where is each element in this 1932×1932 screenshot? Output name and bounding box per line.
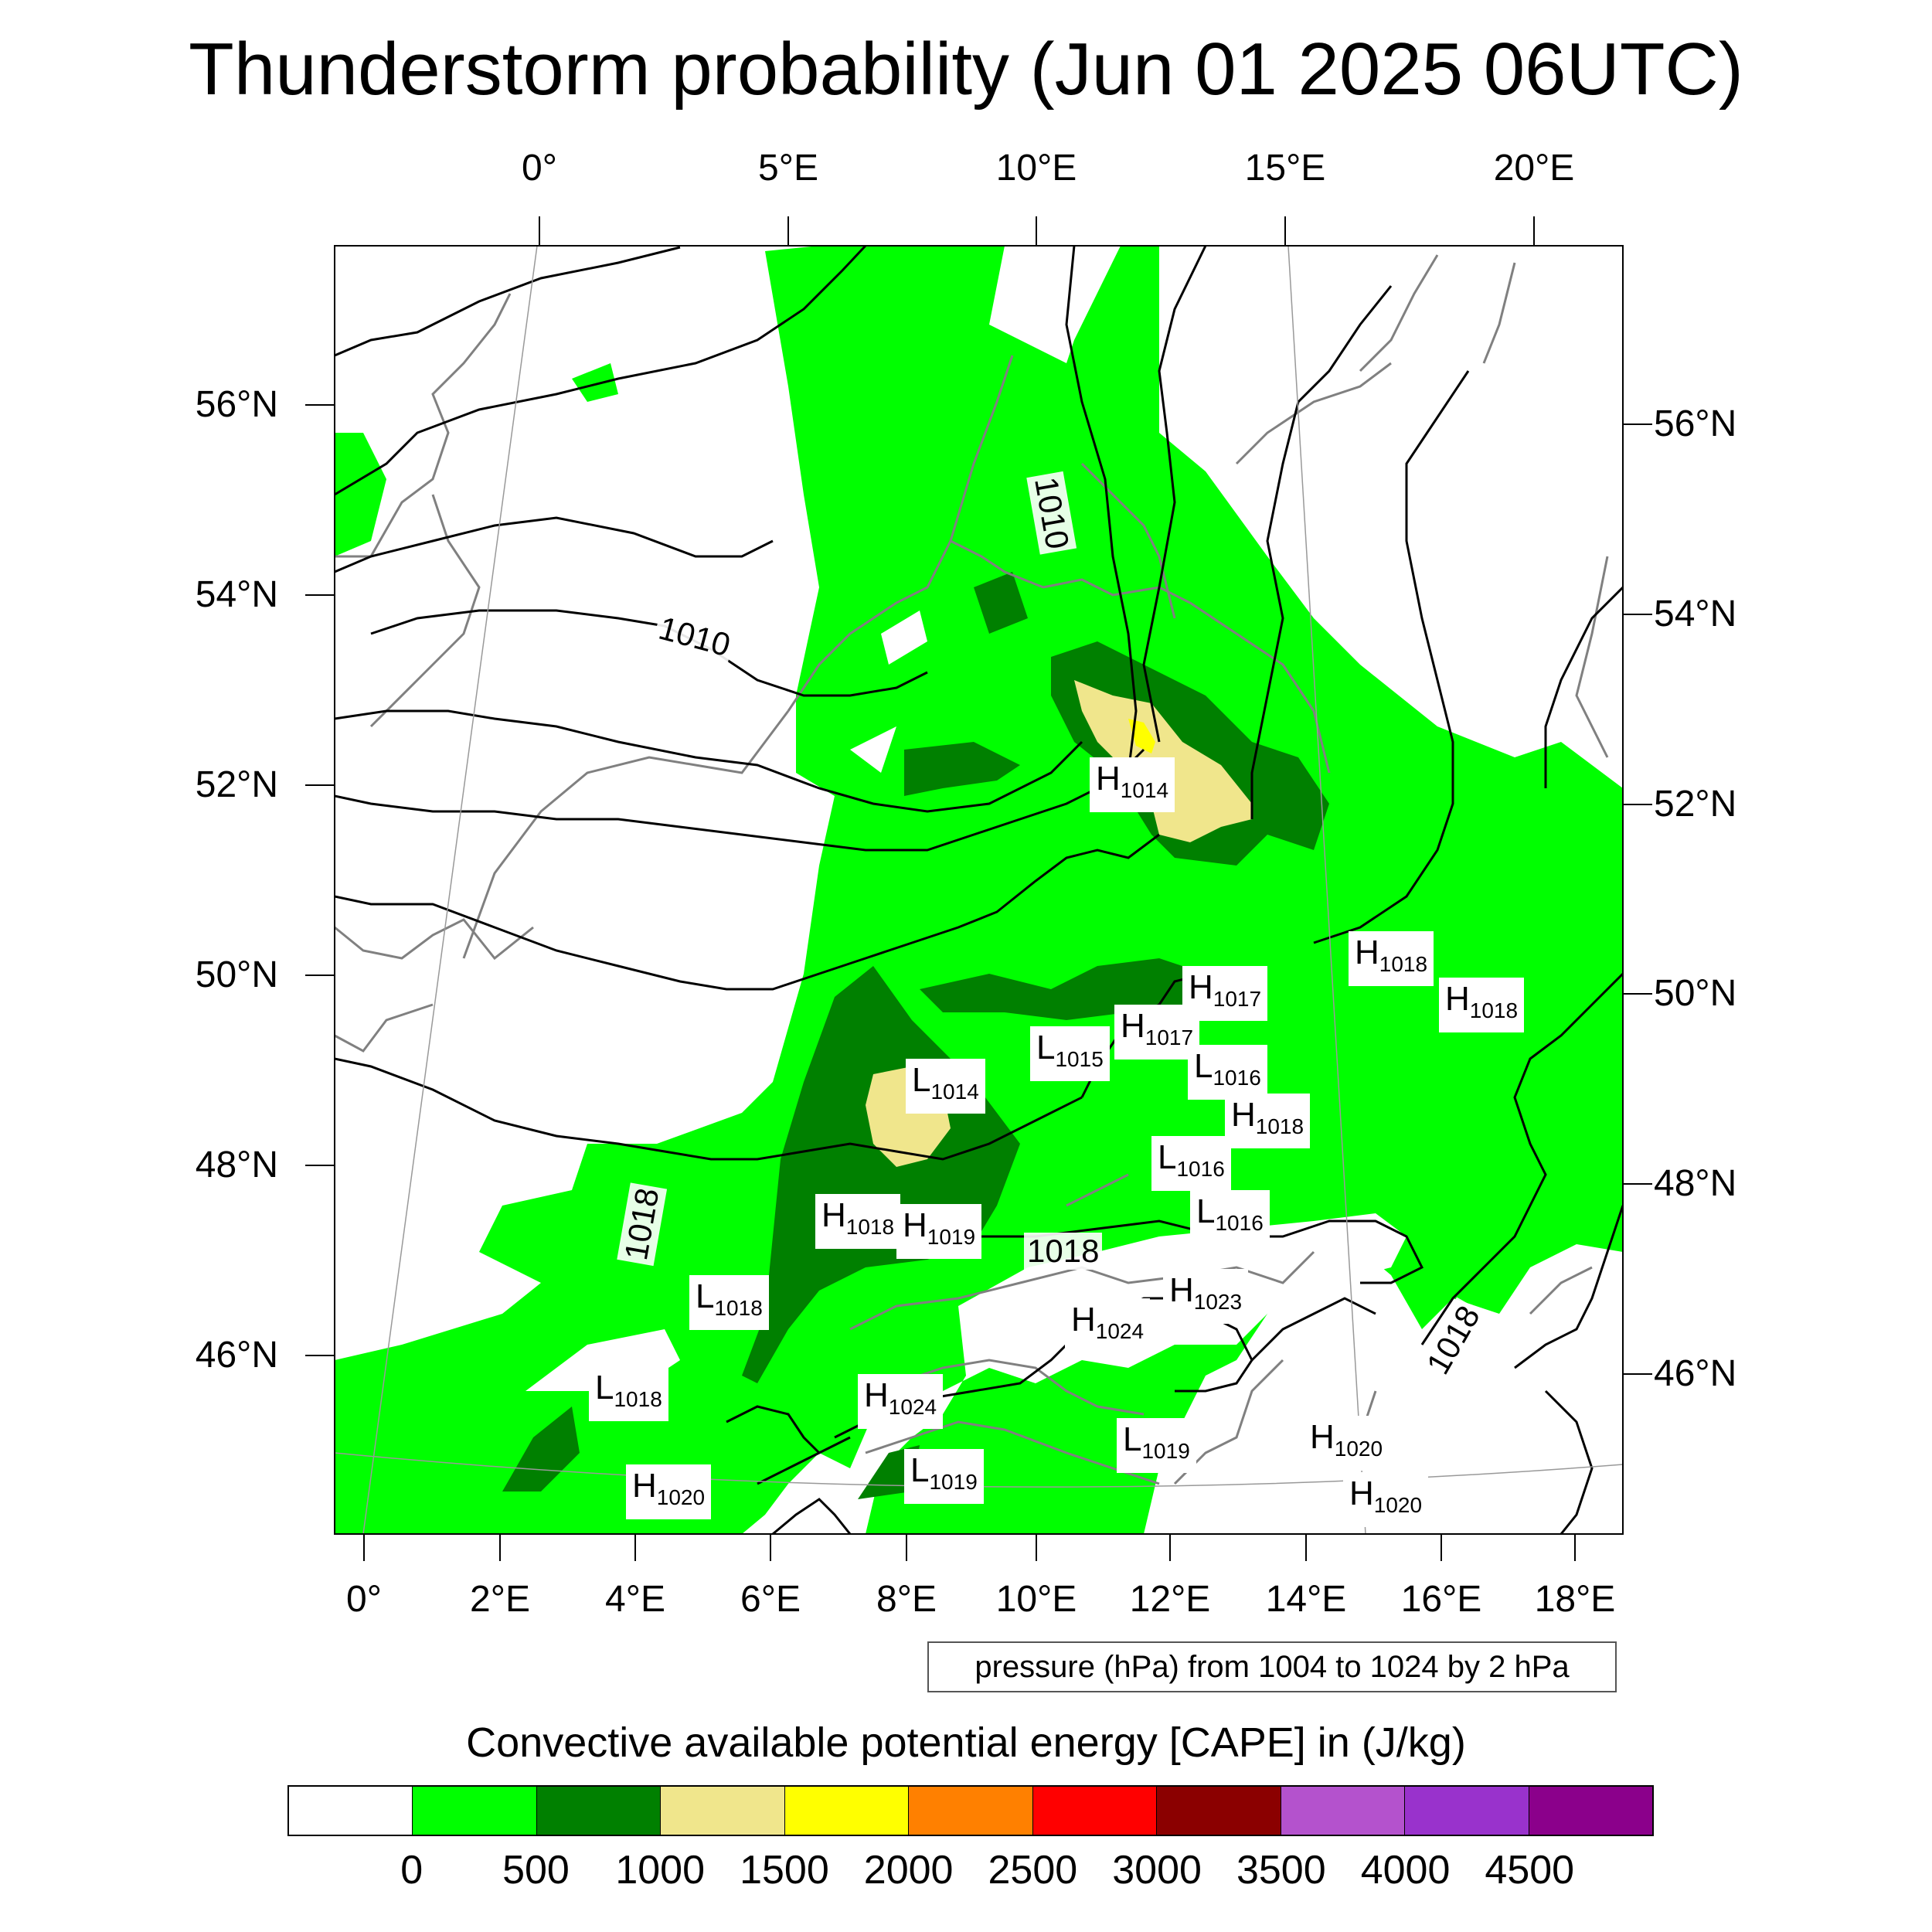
pressure-center-label: H1024	[1065, 1298, 1151, 1353]
colorbar-box	[289, 1787, 413, 1835]
pressure-center-label: L1014	[906, 1059, 985, 1114]
pressure-center-label: H1024	[858, 1374, 944, 1429]
colorbar-tick-label: 500	[502, 1848, 570, 1893]
pressure-center-label: L1016	[1188, 1045, 1267, 1100]
cape-white-hole-3	[850, 726, 896, 773]
pressure-center-label: L1016	[1190, 1190, 1270, 1245]
cape-field-500-1000-west	[502, 1406, 580, 1492]
pressure-center-label: H1020	[1343, 1472, 1429, 1527]
top-lon-tick: 0°	[522, 148, 557, 189]
colorbar-box	[1281, 1787, 1406, 1835]
top-lon-tick: 5°E	[758, 148, 818, 189]
bottom-lon-tick: 18°E	[1534, 1579, 1616, 1620]
colorbar-tick-label: 3000	[1112, 1848, 1202, 1893]
colorbar-tick-label: 0	[400, 1848, 423, 1893]
cape-white-hole-2	[881, 611, 927, 665]
pressure-center-label: H1018	[1225, 1094, 1311, 1148]
colorbar-tick-label: 1000	[615, 1848, 706, 1893]
right-lat-tick: 48°N	[1654, 1163, 1737, 1204]
cape-field-500-1000-coast	[974, 572, 1028, 634]
left-lat-tick: 56°N	[195, 384, 278, 425]
colorbar-tick-label: 3500	[1236, 1848, 1326, 1893]
colorbar-box	[661, 1787, 785, 1835]
colorbar-box	[909, 1787, 1033, 1835]
pressure-center-label: H1019	[896, 1204, 982, 1259]
tick-marks	[305, 216, 1652, 1561]
cape-field-500-1000-mid	[904, 742, 1020, 796]
pressure-center-label: L1018	[689, 1275, 769, 1330]
right-lat-tick: 52°N	[1654, 784, 1737, 825]
colorbar-box	[1157, 1787, 1281, 1835]
right-lat-tick: 46°N	[1654, 1353, 1737, 1394]
colorbar-box	[1529, 1787, 1652, 1835]
coastlines	[335, 254, 1609, 1485]
colorbar-box	[536, 1787, 662, 1835]
pressure-center-label: L1019	[1117, 1418, 1196, 1473]
bottom-lon-tick: 6°E	[740, 1579, 801, 1620]
colorbar-box	[784, 1787, 910, 1835]
bottom-lon-tick: 10°E	[995, 1579, 1077, 1620]
colorbar-tick-label: 1500	[740, 1848, 829, 1893]
colorbar-tick-label: 2000	[863, 1848, 954, 1893]
pressure-center-label: H1018	[1439, 978, 1525, 1032]
cape-field-0-500-north	[572, 363, 618, 402]
right-lat-tick: 54°N	[1654, 594, 1737, 634]
pressure-center-label: L1019	[904, 1449, 984, 1504]
right-lat-tick: 50°N	[1654, 973, 1737, 1014]
left-lat-tick: 48°N	[195, 1145, 278, 1185]
top-lon-tick: 20°E	[1493, 148, 1575, 189]
bottom-lon-tick: 14°E	[1265, 1579, 1347, 1620]
bottom-lon-tick: 12°E	[1129, 1579, 1211, 1620]
chart-title: Thunderstorm probability (Jun 01 2025 06…	[189, 28, 1743, 111]
colorbar	[287, 1785, 1654, 1836]
colorbar-tick-label: 4500	[1485, 1848, 1575, 1893]
pressure-center-label: H1023	[1163, 1269, 1249, 1324]
bottom-lon-tick: 4°E	[605, 1579, 665, 1620]
left-lat-tick: 46°N	[195, 1335, 278, 1376]
left-lat-tick: 50°N	[195, 954, 278, 995]
contour-info-label: pressure (hPa) from 1004 to 1024 by 2 hP…	[927, 1641, 1617, 1692]
pressure-center-label: L1016	[1151, 1136, 1231, 1191]
colorbar-title: Convective available potential energy [C…	[466, 1719, 1466, 1766]
pressure-center-label: H1018	[1349, 931, 1434, 986]
colorbar-tick-label: 2500	[988, 1848, 1078, 1893]
pressure-center-label: H1017	[1114, 1005, 1200, 1060]
isobar-label: 1018	[1024, 1233, 1103, 1270]
pressure-center-label: H1014	[1090, 757, 1175, 812]
bottom-lon-tick: 2°E	[470, 1579, 530, 1620]
bottom-lon-tick: 8°E	[876, 1579, 937, 1620]
left-lat-tick: 52°N	[195, 764, 278, 805]
left-lat-tick: 54°N	[195, 574, 278, 615]
pressure-center-label: H1020	[626, 1464, 712, 1519]
plot-frame	[334, 245, 1624, 1535]
pressure-center-label: L1015	[1030, 1026, 1110, 1081]
pressure-center-label: H1020	[1304, 1416, 1389, 1471]
cape-field-0-500-nw	[335, 433, 386, 556]
pressure-center-label: H1017	[1182, 966, 1268, 1021]
top-lon-tick: 15°E	[1244, 148, 1326, 189]
pressure-center-label: L1018	[589, 1366, 668, 1421]
colorbar-tick-label: 4000	[1360, 1848, 1451, 1893]
top-lon-tick: 10°E	[995, 148, 1077, 189]
colorbar-box	[413, 1787, 537, 1835]
colorbar-box	[1405, 1787, 1529, 1835]
colorbar-box	[1032, 1787, 1158, 1835]
pressure-center-label: H1018	[815, 1194, 901, 1249]
bottom-lon-tick: 0°	[346, 1579, 382, 1620]
right-lat-tick: 56°N	[1654, 403, 1737, 444]
bottom-lon-tick: 16°E	[1400, 1579, 1482, 1620]
